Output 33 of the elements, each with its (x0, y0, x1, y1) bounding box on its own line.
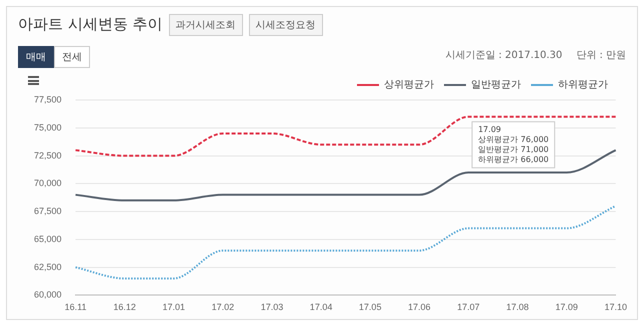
y-tick-label: 65,000 (34, 234, 62, 244)
x-tick-label: 17.10 (604, 302, 628, 312)
y-tick-label: 60,000 (34, 290, 62, 300)
line-series (74, 116, 617, 157)
y-tick-label: 67,500 (34, 206, 62, 216)
text: 전세 (54, 46, 90, 68)
y-tick-label: 70,000 (34, 178, 62, 188)
x-tick-label: 17.04 (310, 302, 332, 312)
legend-label: 하위평균가 (558, 80, 608, 91)
line-series (74, 204, 617, 280)
x-tick-label: 16.11 (64, 302, 86, 312)
y-tick-label: 77,500 (34, 94, 62, 104)
text: 시세조정요청 (248, 14, 323, 36)
text: 단위 : 만원 (576, 50, 626, 61)
x-tick-label: 17.03 (260, 302, 284, 312)
legend-label: 일반평균가 (471, 80, 521, 91)
text: 매매 (18, 46, 54, 68)
x-tick-label: 17.06 (408, 302, 431, 312)
legend-label: 상위평균가 (384, 80, 434, 91)
y-tick-label: 72,500 (34, 150, 62, 160)
x-tick-label: 16.12 (113, 302, 136, 312)
y-tick-label: 75,000 (34, 122, 62, 132)
x-tick-label: 17.05 (358, 302, 382, 312)
chart-title: 아파트 시세변동 추이 (18, 15, 163, 34)
x-tick-label: 17.09 (555, 302, 578, 312)
x-tick-label: 17.01 (162, 302, 186, 312)
x-tick-label: 17.07 (457, 302, 480, 312)
x-tick-label: 17.08 (506, 302, 529, 312)
text: 시세기준일 : 2017.10.30 (445, 50, 562, 61)
annotation: 17.09 상위평균가 76,000 일반평균가 71,000 하위평균가 66,000 (478, 124, 549, 164)
y-tick-label: 62,500 (34, 262, 62, 272)
text: 과거시세조회 (168, 14, 243, 36)
x-tick-label: 17.02 (212, 302, 234, 312)
